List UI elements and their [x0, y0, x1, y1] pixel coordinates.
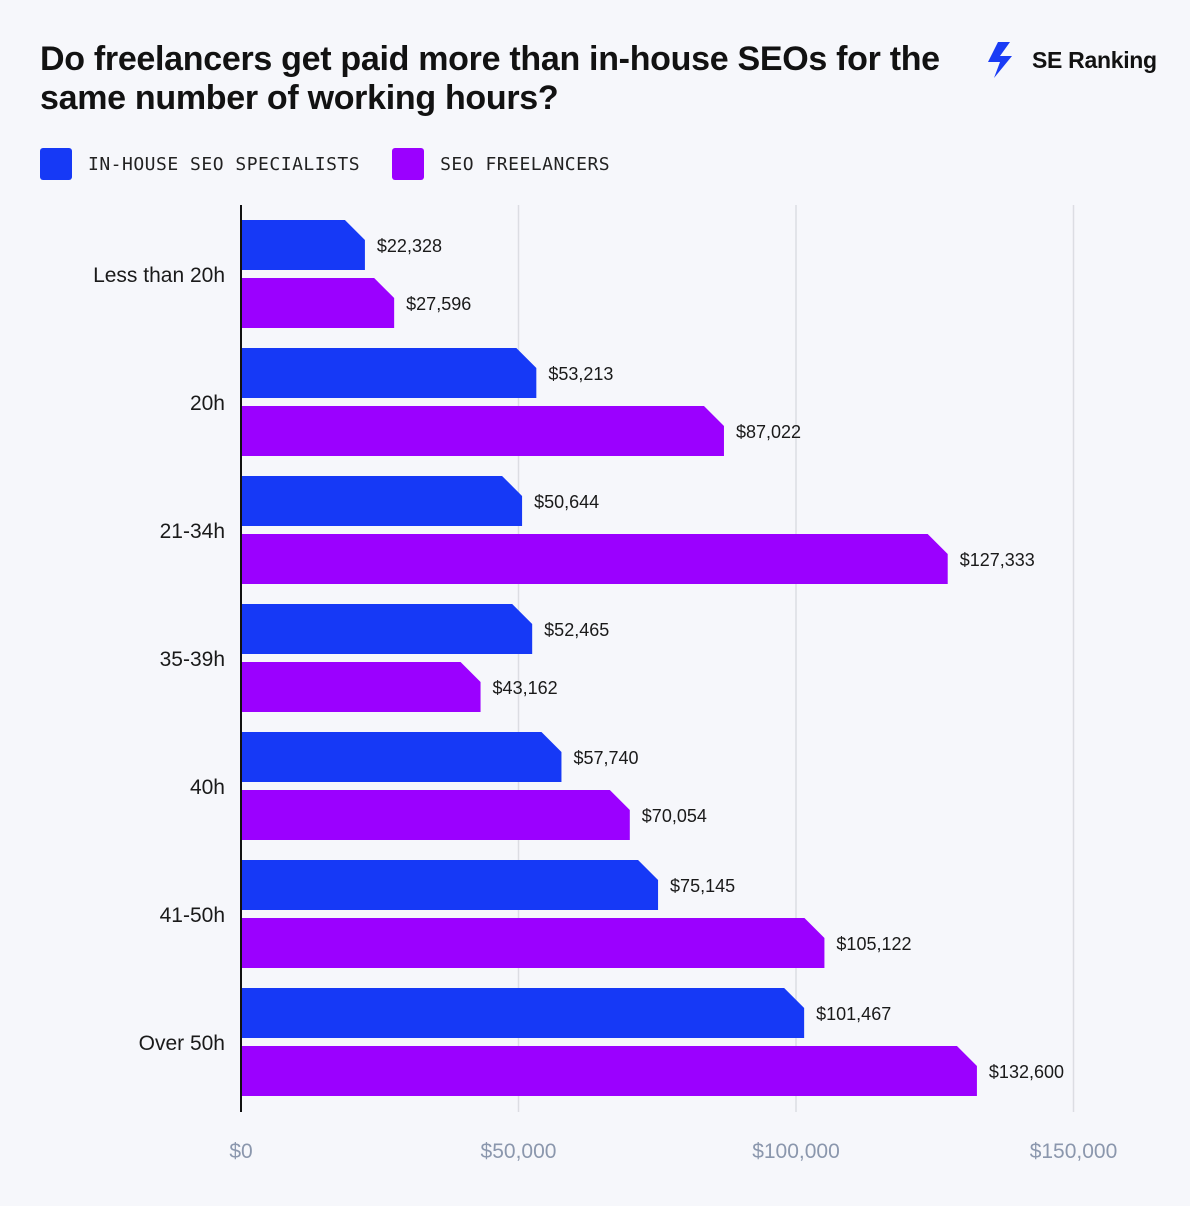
bar [241, 790, 630, 840]
bar-value-label: $87,022 [736, 422, 801, 442]
x-tick-label: $50,000 [481, 1140, 557, 1163]
x-tick-label: $150,000 [1030, 1140, 1118, 1163]
bar [241, 604, 533, 654]
legend-label-in-house: IN-HOUSE SEO SPECIALISTS [88, 153, 361, 175]
brand-name: SE Ranking [1032, 46, 1157, 73]
legend-label-freelancers: SEO FREELANCERS [440, 153, 611, 175]
legend-swatch-in-house [40, 148, 72, 180]
legend-item-in-house: IN-HOUSE SEO SPECIALISTS [40, 148, 360, 180]
bar-value-label: $22,328 [377, 236, 442, 256]
bar [241, 988, 805, 1038]
bar-value-label: $70,054 [642, 806, 707, 826]
bar-value-label: $127,333 [960, 550, 1035, 570]
bar-value-label: $101,467 [816, 1004, 891, 1024]
category-label: 20h [190, 392, 225, 415]
bar [241, 1046, 977, 1096]
bar [241, 860, 659, 910]
bar [241, 918, 825, 968]
bar-value-label: $75,145 [670, 876, 735, 896]
brand-logo: SE Ranking [984, 40, 1157, 80]
bar-value-label: $57,740 [573, 748, 638, 768]
legend-swatch-freelancers [392, 148, 425, 180]
bar-value-label: $132,600 [989, 1062, 1064, 1082]
bar-value-label: $53,213 [548, 364, 613, 384]
se-ranking-logo-icon [988, 42, 1012, 78]
bar-value-label: $50,644 [534, 492, 599, 512]
category-label: 35-39h [160, 648, 225, 671]
bar [241, 476, 523, 526]
bar [241, 278, 395, 328]
legend: IN-HOUSE SEO SPECIALISTS SEO FREELANCERS [40, 148, 642, 180]
category-label: Less than 20h [93, 264, 225, 287]
chart-title: Do freelancers get paid more than in-hou… [40, 40, 940, 117]
legend-item-freelancers: SEO FREELANCERS [392, 148, 610, 180]
bar-value-label: $52,465 [544, 620, 609, 640]
bar-value-label: $105,122 [836, 934, 911, 954]
category-label: 40h [190, 776, 225, 799]
x-tick-label: $100,000 [752, 1140, 840, 1163]
bar-value-label: $27,596 [406, 294, 471, 314]
category-label: 21-34h [160, 520, 225, 543]
bar [241, 662, 481, 712]
bar [241, 534, 948, 584]
x-tick-label: $0 [229, 1140, 252, 1163]
bar-value-label: $43,162 [493, 678, 558, 698]
bar [241, 348, 537, 398]
category-label: Over 50h [139, 1032, 225, 1055]
bar [241, 406, 724, 456]
bar [241, 732, 562, 782]
bar [241, 220, 365, 270]
category-label: 41-50h [160, 904, 225, 927]
